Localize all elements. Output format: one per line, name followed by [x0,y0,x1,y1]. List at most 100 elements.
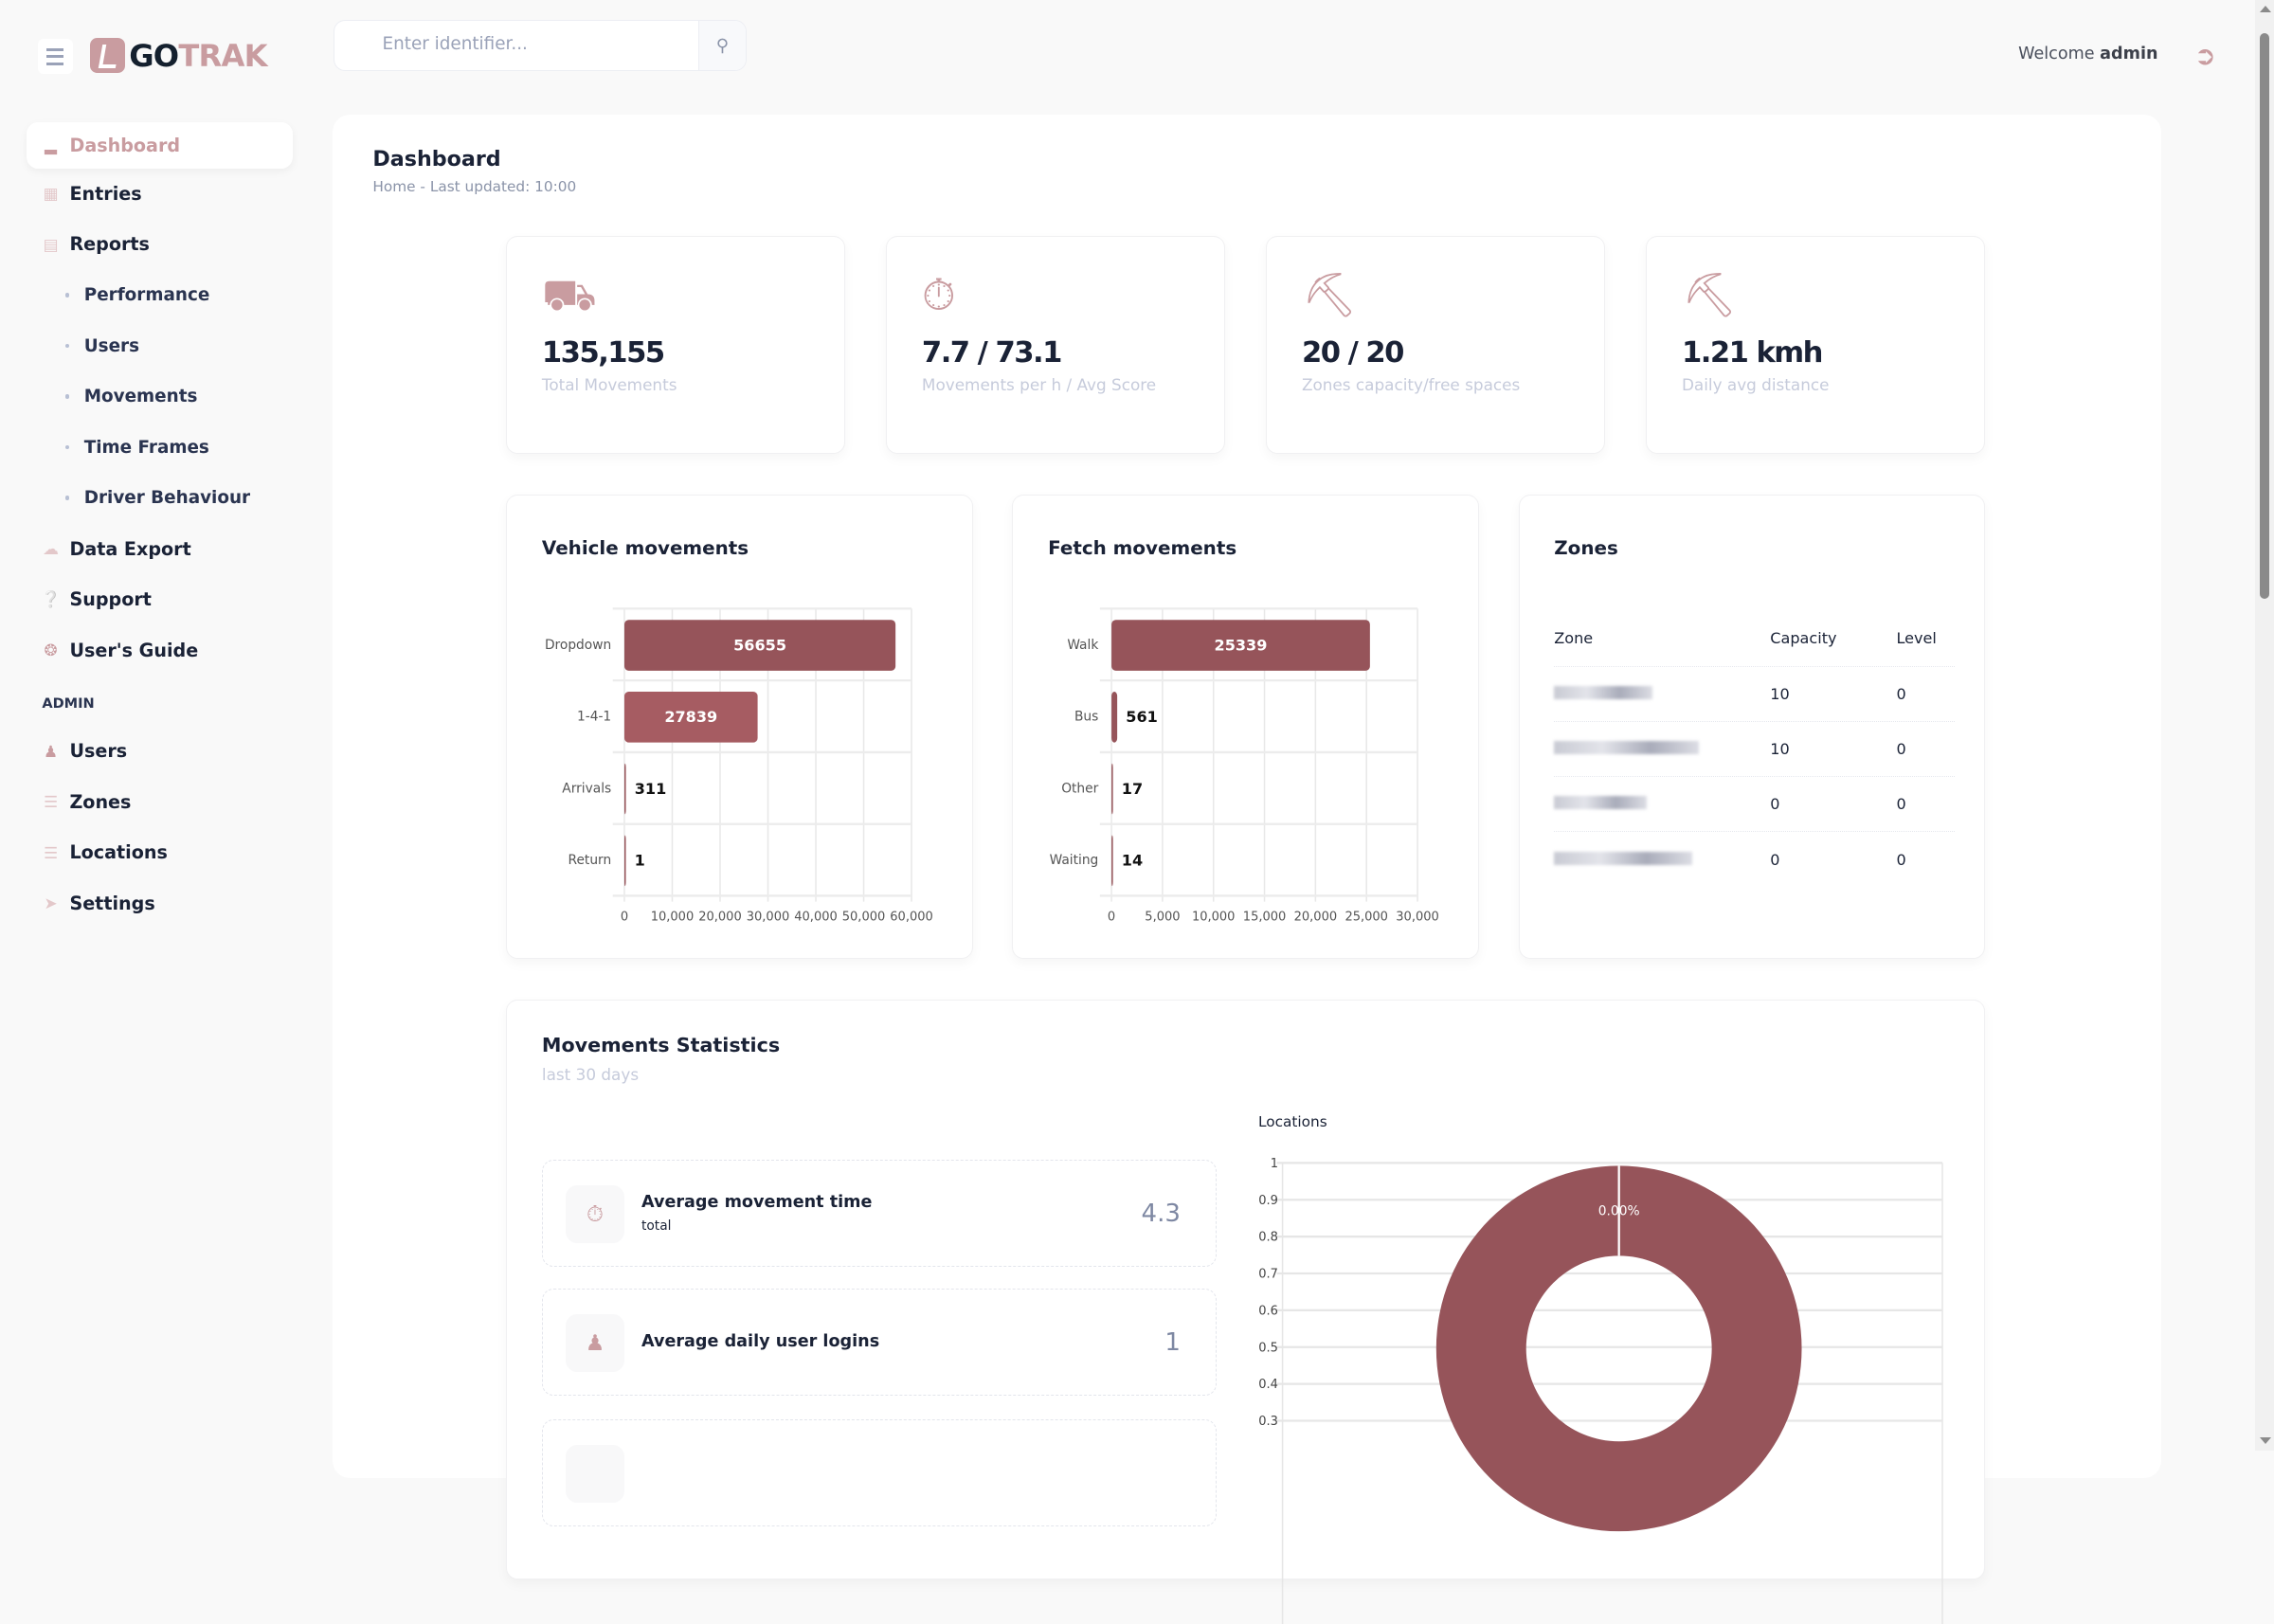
sidebar-item-label: Entries [69,182,142,205]
sidebar-item-locations[interactable]: ☰ Locations [27,827,294,878]
sidebar-item-users-guide[interactable]: ❂ User's Guide [27,625,294,677]
sidebar-item-settings[interactable]: ➤ Settings [27,878,294,929]
scrollbar[interactable] [2255,0,2274,1451]
scroll-up-icon[interactable] [2259,6,2271,13]
sidebar-subitem-time-frames[interactable]: Time Frames [27,422,294,473]
y-tick-label: 1 [1271,1157,1278,1171]
sidebar-section-admin: ADMIN [42,695,95,712]
table-icon: ▦ [43,184,59,204]
x-tick-label: 5,000 [1146,910,1181,924]
y-tick-label: 0.6 [1259,1304,1279,1318]
cloud-icon: ☁ [43,539,59,559]
scroll-down-icon[interactable] [2259,1437,2271,1444]
x-tick-label: 50,000 [842,910,886,924]
document-icon: ▤ [43,234,59,254]
search-button[interactable]: ⚲ [697,21,747,70]
bar [624,620,896,671]
stopwatch-icon: ⏱ [566,1184,624,1244]
users-icon: ♟ [566,1314,624,1373]
item-title: Average daily user logins [641,1331,880,1351]
bar [624,835,626,887]
data-label: 561 [1127,708,1159,726]
y-category-label: Return [568,853,612,868]
x-tick-label: 0 [1108,910,1115,924]
zones-table: Zone Capacity Level 10 0 10 0 0 0 0 0 [1554,611,1955,887]
sidebar: ▂ Dashboard ▦ Entries ▤ Reports Performance… [26,121,294,929]
y-tick-label: 0.4 [1259,1378,1279,1392]
stat-label: Total Movements [541,374,677,394]
cell-level: 0 [1896,794,1906,813]
search-icon: ⚲ [715,35,730,56]
item-title: Average movement time [641,1192,873,1212]
col-capacity: Capacity [1770,629,1837,648]
y-tick-label: 0.7 [1259,1267,1279,1281]
sidebar-item-zones[interactable]: ☰ Zones [27,776,294,827]
card-title: Movements Statistics [541,1033,781,1056]
stat-label: Zones capacity/free spaces [1301,374,1521,394]
sidebar-subitem-movements[interactable]: Movements [27,371,294,423]
fetch-movements-chart: 0 5,000 10,000 15,000 20,000 25,000 30,000 Walk… [1050,607,1439,924]
zone-name-redacted [1554,685,1770,703]
y-category-label: Arrivals [562,781,611,796]
main-content: Dashboard Home - Last updated: 10:00 ⛟ 13… [332,114,2161,1624]
search-input[interactable]: Enter identifier... [382,34,528,55]
stat-card-movements-per-hour: ⏱ 7.7 / 73.1 Movements per h / Avg Score [886,236,1226,455]
logo[interactable]: GO TRAK [89,38,267,74]
table-header: Zone Capacity Level [1554,611,1955,667]
sidebar-item-label: Reports [69,233,150,256]
item-icon [566,1444,624,1504]
breadcrumb-home[interactable]: Home [372,178,416,196]
scrollbar-thumb[interactable] [2259,33,2270,600]
fetch-movements-card: Fetch movements 0 5,000 10,000 15,000 20,000… [1012,494,1480,959]
bar [1111,691,1118,743]
sidebar-item-label: Data Export [69,537,191,560]
cell-level: 0 [1896,850,1906,869]
slice-label: 0.00% [1598,1203,1640,1218]
table-row[interactable]: 10 0 [1554,667,1955,722]
x-tick-label: 60,000 [890,910,933,924]
sidebar-item-label: Settings [69,892,155,914]
sidebar-subitem-performance[interactable]: Performance [27,270,294,321]
item-value: 1 [1164,1328,1181,1358]
sidebar-item-support[interactable]: ❔ Support [27,574,294,625]
vehicle-movements-chart: 0 10,000 20,000 30,000 40,000 50,000 60,000 Dro… [545,607,933,924]
stat-value: 7.7 / 73.1 [921,335,1062,370]
welcome-text: Welcome admin [2018,45,2157,63]
logo-mark-icon [89,38,125,74]
x-tick-label: 25,000 [1345,910,1389,924]
stat-item-avg-daily-logins: ♟ Average daily user logins 1 [541,1289,1217,1397]
sidebar-item-reports[interactable]: ▤ Reports [27,219,294,270]
users-icon: ♟ [44,741,59,761]
bar [624,691,758,743]
sidebar-subitem-users[interactable]: Users [27,320,294,371]
stat-value: 135,155 [541,335,665,370]
zone-name-redacted [1554,740,1770,758]
table-row[interactable]: 10 0 [1554,722,1955,777]
chart-title: Locations [1258,1112,1327,1130]
item-value: 4.3 [1141,1200,1181,1229]
data-label: 25339 [1215,636,1268,654]
sidebar-item-data-export[interactable]: ☁ Data Export [27,523,294,574]
sidebar-item-entries[interactable]: ▦ Entries [27,169,294,220]
x-tick-label: 30,000 [747,910,789,924]
zones-card: Zones Zone Capacity Level 10 0 10 0 0 0 0 0 [1518,494,1986,959]
card-subtitle: last 30 days [541,1065,640,1085]
cell-capacity: 0 [1770,794,1780,813]
y-category-label: Waiting [1050,853,1099,868]
logout-icon[interactable]: ➲ [2193,40,2216,71]
data-label: 311 [635,780,667,798]
breadcrumb: Home - Last updated: 10:00 [372,178,576,195]
sidebar-item-admin-users[interactable]: ♟ Users [27,726,294,777]
stat-label: Movements per h / Avg Score [921,374,1157,394]
data-label: 14 [1122,852,1143,870]
car-icon: ⛟ [541,269,597,321]
sidebar-subitem-driver-behaviour[interactable]: Driver Behaviour [27,473,294,524]
lifebuoy-icon: ❂ [44,641,58,660]
x-tick-label: 20,000 [698,910,742,924]
sidebar-item-label: Locations [69,841,168,864]
movement-statistics-card: Movements Statistics last 30 days ⏱ Avera… [506,999,1986,1624]
sidebar-item-dashboard[interactable]: ▂ Dashboard [26,121,294,169]
menu-toggle-button[interactable] [37,39,73,75]
